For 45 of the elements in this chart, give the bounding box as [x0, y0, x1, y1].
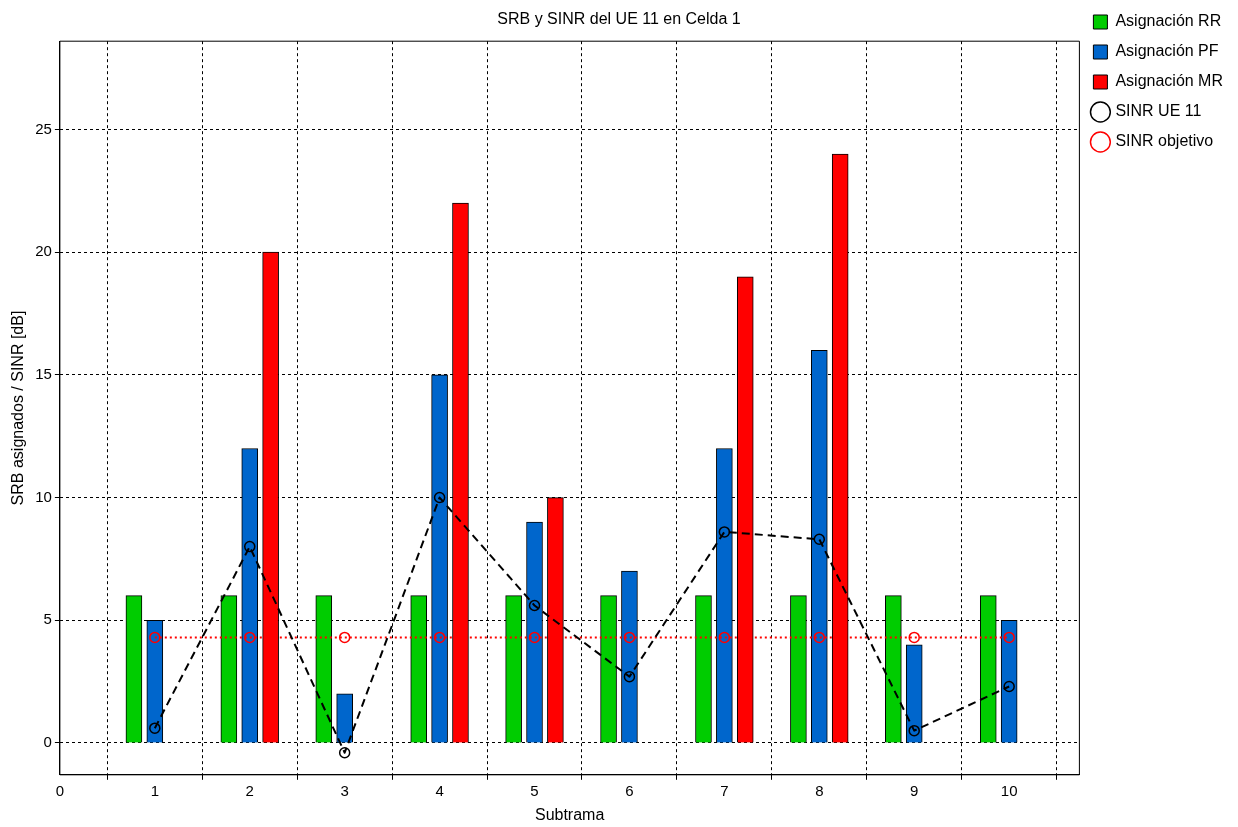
point	[1003, 680, 1015, 693]
chart-title: SRB y SINR del UE 11 en Celda 1	[497, 10, 741, 28]
point	[908, 724, 920, 737]
point	[243, 631, 256, 644]
point	[813, 631, 826, 644]
point	[149, 722, 161, 734]
y-tick-label: 0	[43, 733, 52, 751]
legend-label: Asignación MR	[1115, 72, 1224, 90]
point	[528, 599, 541, 612]
point	[338, 746, 351, 759]
x-tick-label: 10	[1000, 781, 1018, 799]
point	[623, 631, 636, 644]
y-tick-label: 15	[35, 365, 52, 383]
legend-label: SINR objetivo	[1115, 132, 1214, 150]
legend-label: SINR UE 11	[1115, 102, 1202, 120]
x-tick-label: 5	[530, 781, 539, 799]
y-tick-label: 10	[35, 487, 52, 505]
point	[813, 533, 826, 546]
x-tick-label: 3	[340, 781, 349, 799]
x-tick-label: 9	[910, 781, 919, 799]
point	[149, 631, 161, 644]
legend-label: Asignación PF	[1115, 42, 1219, 60]
point	[718, 631, 731, 644]
x-tick-label: 8	[815, 781, 824, 799]
point	[623, 670, 636, 683]
point	[338, 631, 351, 644]
y-tick-label: 20	[35, 242, 52, 260]
point	[718, 526, 731, 538]
x-tick-label: 4	[435, 781, 444, 799]
point	[243, 540, 256, 553]
point	[433, 631, 446, 644]
point	[528, 631, 541, 644]
x-tick-label: 1	[150, 781, 159, 799]
x-tick-label: 2	[245, 781, 254, 799]
x-tick-label: 6	[625, 781, 634, 799]
point	[908, 631, 920, 644]
x-axis-title: Subtrama	[534, 805, 605, 823]
y-tick-label: 5	[43, 610, 52, 628]
point	[1003, 631, 1015, 644]
x-tick-label: 7	[720, 781, 729, 799]
y-axis-title: SRB asignados / SINR [dB]	[9, 310, 27, 506]
x-tick-label: 0	[55, 781, 65, 799]
point	[433, 491, 446, 504]
legend-label: Asignación RR	[1115, 12, 1222, 30]
y-tick-label: 25	[35, 119, 52, 137]
